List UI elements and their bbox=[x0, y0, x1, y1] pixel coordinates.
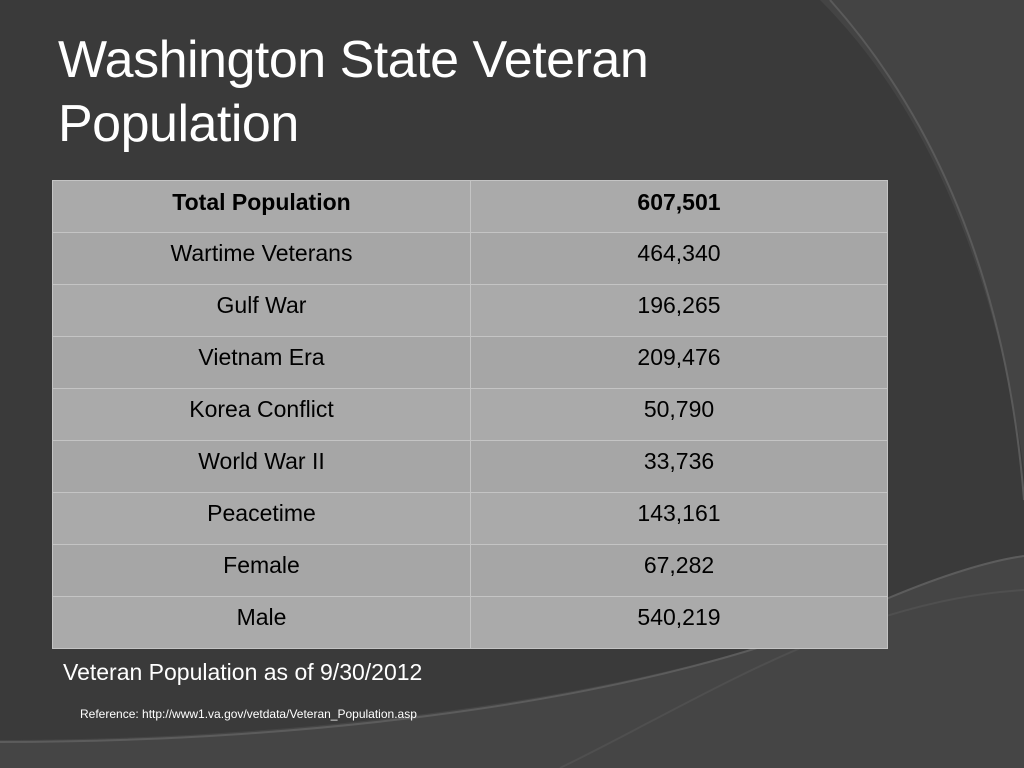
table-row: Korea Conflict 50,790 bbox=[52, 388, 888, 441]
row-label: World War II bbox=[52, 440, 471, 493]
row-label: Total Population bbox=[52, 180, 471, 233]
row-value: 143,161 bbox=[470, 492, 888, 545]
row-value: 67,282 bbox=[470, 544, 888, 597]
row-label: Male bbox=[52, 596, 471, 649]
row-value: 209,476 bbox=[470, 336, 888, 389]
row-label: Female bbox=[52, 544, 471, 597]
table-row: Vietnam Era 209,476 bbox=[52, 336, 888, 389]
row-value: 540,219 bbox=[470, 596, 888, 649]
reference-note: Reference: http://www1.va.gov/vetdata/Ve… bbox=[80, 707, 417, 721]
data-date-caption: Veteran Population as of 9/30/2012 bbox=[63, 659, 423, 685]
table-row: Peacetime 143,161 bbox=[52, 492, 888, 545]
row-value: 464,340 bbox=[470, 232, 888, 285]
row-label: Wartime Veterans bbox=[52, 232, 471, 285]
table-row: Gulf War 196,265 bbox=[52, 284, 888, 337]
table-row: World War II 33,736 bbox=[52, 440, 888, 493]
row-value: 196,265 bbox=[470, 284, 888, 337]
table-row-total: Total Population 607,501 bbox=[52, 180, 888, 233]
row-label: Gulf War bbox=[52, 284, 471, 337]
table-row: Male 540,219 bbox=[52, 596, 888, 649]
table-row: Female 67,282 bbox=[52, 544, 888, 597]
row-value: 607,501 bbox=[470, 180, 888, 233]
row-value: 33,736 bbox=[470, 440, 888, 493]
row-label: Korea Conflict bbox=[52, 388, 471, 441]
slide-title: Washington State Veteran Population bbox=[58, 31, 649, 153]
row-label: Peacetime bbox=[52, 492, 471, 545]
row-value: 50,790 bbox=[470, 388, 888, 441]
table-row: Wartime Veterans 464,340 bbox=[52, 232, 888, 285]
veteran-population-table: Total Population 607,501 Wartime Veteran… bbox=[52, 180, 888, 649]
row-label: Vietnam Era bbox=[52, 336, 471, 389]
